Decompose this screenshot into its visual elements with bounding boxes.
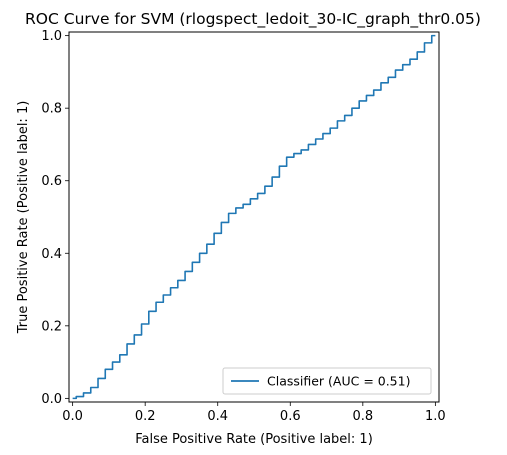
x-tick-label: 0.4 — [207, 409, 228, 424]
y-axis-label: True Positive Rate (Positive label: 1) — [16, 101, 31, 335]
legend-entry-label: Classifier (AUC = 0.51) — [267, 374, 410, 389]
plot-area — [68, 31, 440, 403]
y-tick-label: 0.4 — [41, 247, 62, 262]
x-tick-label: 1.0 — [425, 409, 446, 424]
x-tick-label: 0.8 — [352, 409, 373, 424]
x-tick-label: 0.0 — [62, 409, 83, 424]
y-tick-label: 1.0 — [41, 29, 62, 44]
series-layer — [72, 34, 436, 400]
legend: Classifier (AUC = 0.51) — [222, 367, 432, 395]
chart-title: ROC Curve for SVM (rlogspect_ledoit_30-I… — [25, 10, 481, 29]
y-tick-label: 0.8 — [41, 102, 62, 117]
y-tick-label: 0.6 — [41, 174, 62, 189]
y-tick-label: 0.0 — [41, 392, 62, 407]
x-axis-label: False Positive Rate (Positive label: 1) — [135, 432, 373, 447]
x-tick-label: 0.6 — [280, 409, 301, 424]
x-axis-ticks: 0.0 0.2 0.4 0.6 0.8 1.0 — [62, 402, 446, 424]
legend-box — [222, 367, 432, 395]
roc-series-line — [72, 34, 436, 400]
y-tick-label: 0.2 — [41, 319, 62, 334]
plot-frame — [68, 31, 440, 403]
y-axis-ticks: 0.0 0.2 0.4 0.6 0.8 1.0 — [41, 29, 69, 407]
x-tick-label: 0.2 — [135, 409, 156, 424]
